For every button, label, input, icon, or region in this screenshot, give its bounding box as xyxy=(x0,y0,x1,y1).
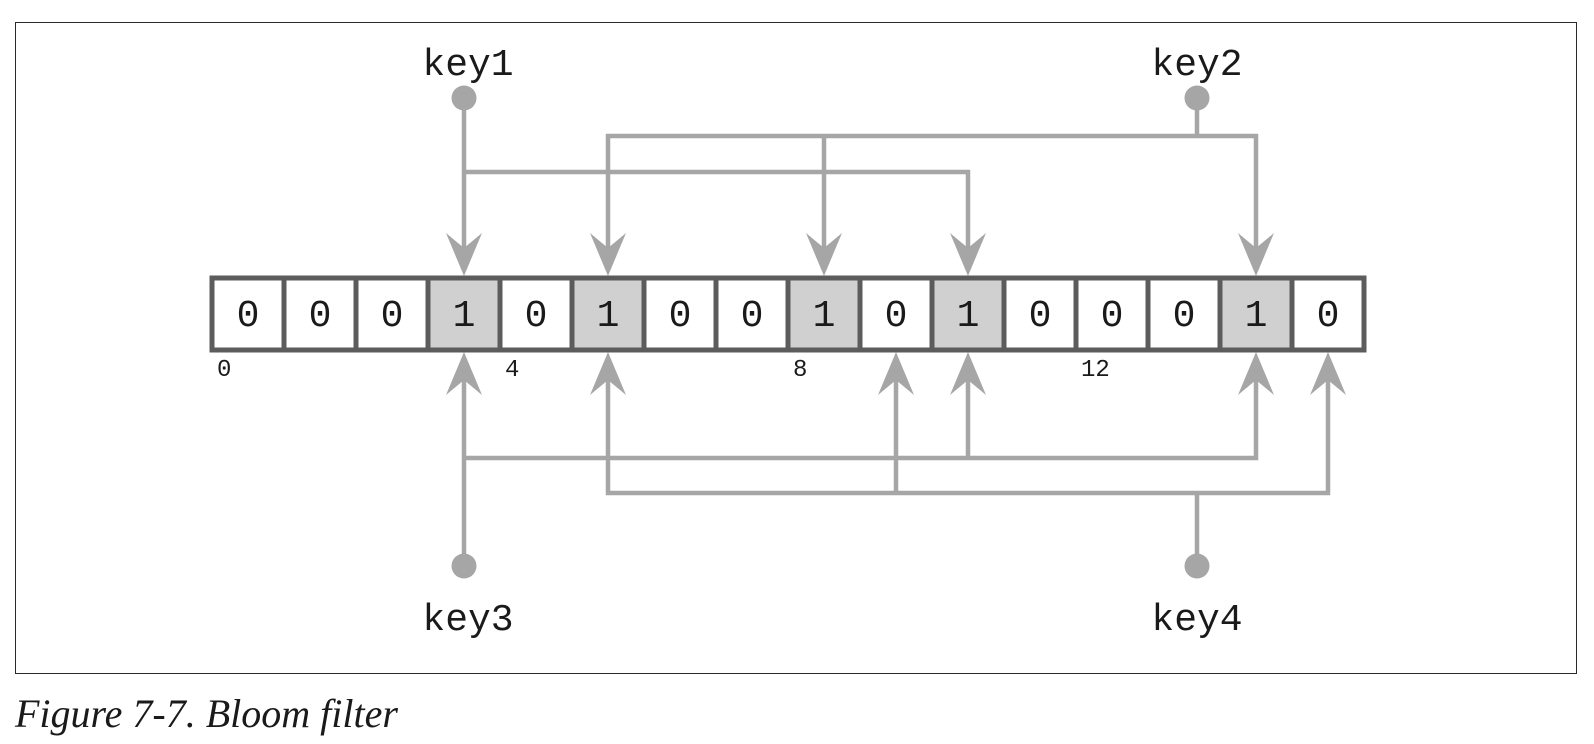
arrow-head xyxy=(446,233,482,276)
key-label: key3 xyxy=(422,599,513,642)
bit-value: 1 xyxy=(957,295,980,338)
key-dot xyxy=(451,85,477,111)
key-dot xyxy=(1184,553,1210,579)
bit-value: 0 xyxy=(669,295,692,338)
key-dot xyxy=(451,553,477,579)
bit-value: 0 xyxy=(885,295,908,338)
key-label: key1 xyxy=(422,44,513,87)
bit-cell xyxy=(857,275,935,353)
bit-value: 0 xyxy=(1173,295,1196,338)
bit-value: 1 xyxy=(453,295,476,338)
arrow-head xyxy=(1238,233,1274,276)
bit-cell xyxy=(1145,275,1223,353)
arrow-head xyxy=(446,352,482,395)
bit-value: 0 xyxy=(1317,295,1340,338)
figure-caption: Figure 7-7. Bloom filter xyxy=(15,691,398,736)
bit-value: 0 xyxy=(741,295,764,338)
arrow-head xyxy=(1310,352,1346,395)
key2-connector xyxy=(605,133,1259,256)
bit-value: 0 xyxy=(237,295,260,338)
arrow-head xyxy=(878,352,914,395)
key1-connector xyxy=(464,169,971,256)
index-label: 4 xyxy=(505,357,519,384)
bit-value: 0 xyxy=(381,295,404,338)
key-dot xyxy=(1184,85,1210,111)
index-label: 8 xyxy=(793,357,807,384)
bit-cell xyxy=(1289,275,1367,353)
bit-value: 0 xyxy=(1029,295,1052,338)
arrow-head xyxy=(590,352,626,395)
bit-cell xyxy=(641,275,719,353)
bit-value: 1 xyxy=(597,295,620,338)
key3-connector xyxy=(464,372,1259,461)
bit-value: 0 xyxy=(1101,295,1124,338)
arrow-head xyxy=(950,233,986,276)
bit-cell xyxy=(1073,275,1151,353)
bit-cell xyxy=(1217,275,1295,353)
key-labels: key1 key2 key3 key4 xyxy=(422,44,1242,642)
bit-value: 0 xyxy=(309,295,332,338)
index-label: 0 xyxy=(217,357,231,384)
bit-cell xyxy=(929,275,1007,353)
connectors xyxy=(446,85,1346,579)
arrow-head xyxy=(950,352,986,395)
arrow-head xyxy=(806,233,842,276)
index-label: 12 xyxy=(1081,357,1110,384)
bit-array: 0 0 0 1 0 1 0 0 1 0 1 0 0 0 1 0 xyxy=(209,275,1367,353)
arrow-head xyxy=(590,233,626,276)
key-label: key2 xyxy=(1151,44,1242,87)
arrow-head xyxy=(1238,352,1274,395)
bit-value: 0 xyxy=(525,295,548,338)
index-labels: 0 4 8 12 xyxy=(217,357,1110,384)
key-label: key4 xyxy=(1151,599,1242,642)
bit-value: 1 xyxy=(813,295,836,338)
key4-connector xyxy=(605,372,1331,496)
bit-value: 1 xyxy=(1245,295,1268,338)
